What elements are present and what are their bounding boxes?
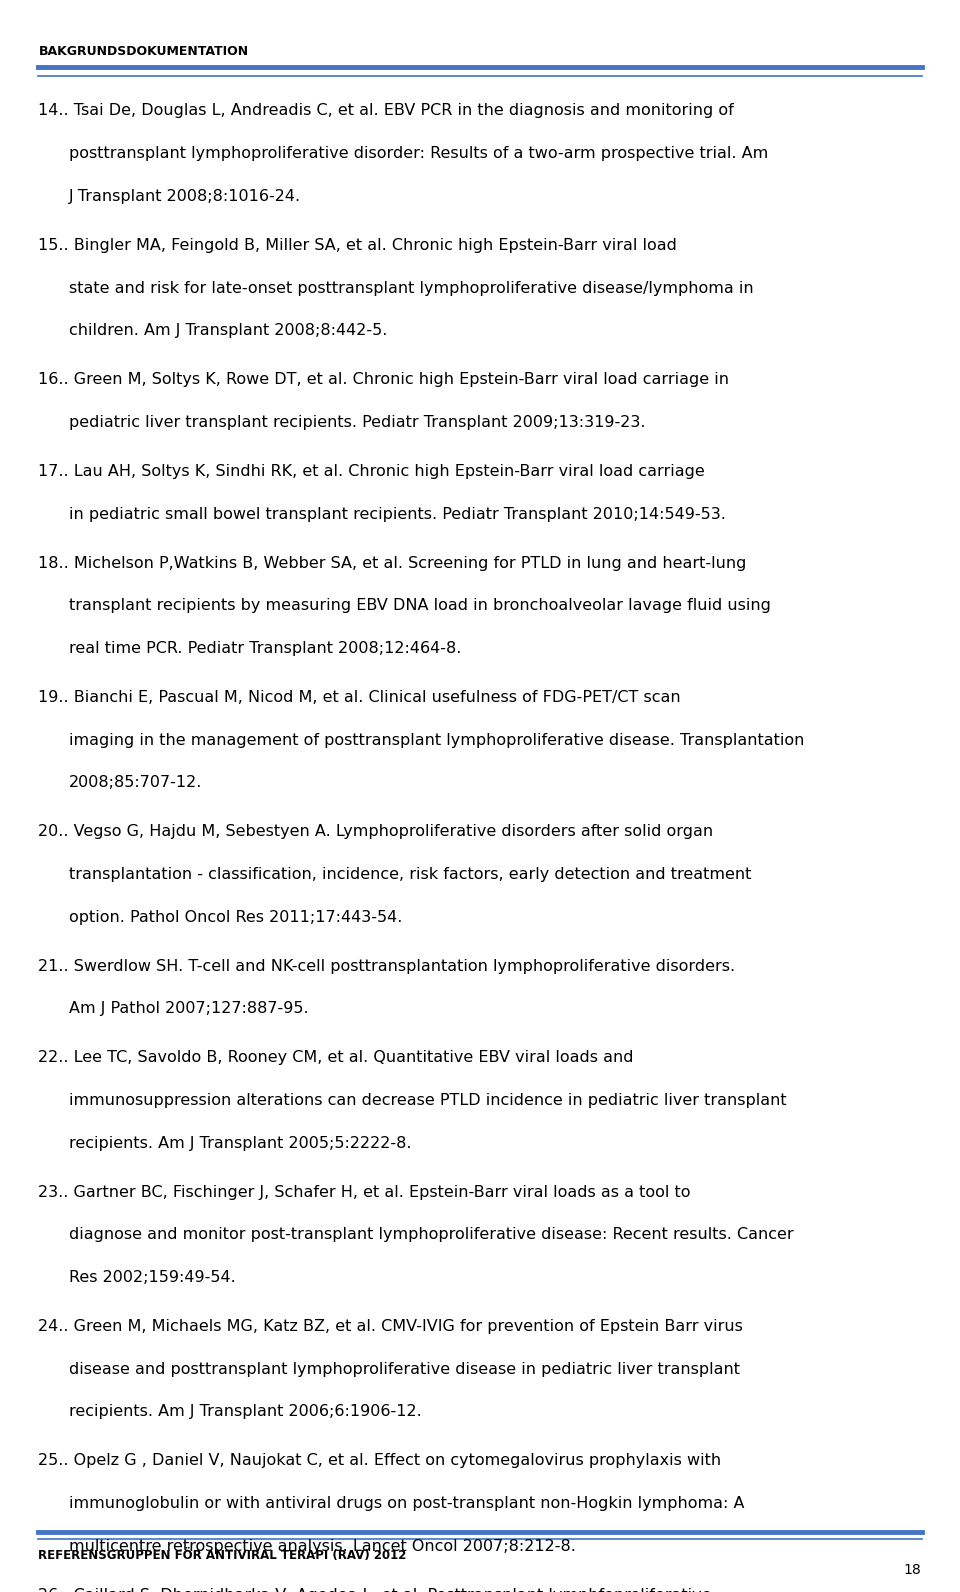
Text: diagnose and monitor post-transplant lymphoproliferative disease: Recent results: diagnose and monitor post-transplant lym… bbox=[69, 1227, 794, 1242]
Text: 23.. Gartner BC, Fischinger J, Schafer H, et al. Epstein-Barr viral loads as a t: 23.. Gartner BC, Fischinger J, Schafer H… bbox=[38, 1184, 691, 1200]
Text: 21.. Swerdlow SH. T-cell and NK-cell posttransplantation lymphoproliferative dis: 21.. Swerdlow SH. T-cell and NK-cell pos… bbox=[38, 958, 735, 974]
Text: recipients. Am J Transplant 2006;6:1906-12.: recipients. Am J Transplant 2006;6:1906-… bbox=[69, 1404, 421, 1420]
Text: 18.. Michelson P,Watkins B, Webber SA, et al. Screening for PTLD in lung and hea: 18.. Michelson P,Watkins B, Webber SA, e… bbox=[38, 556, 747, 570]
Text: disease and posttransplant lymphoproliferative disease in pediatric liver transp: disease and posttransplant lymphoprolife… bbox=[69, 1361, 740, 1377]
Text: multicentre retrospective analysis. Lancet Oncol 2007;8:212-8.: multicentre retrospective analysis. Lanc… bbox=[69, 1539, 576, 1554]
Text: transplant recipients by measuring EBV DNA load in bronchoalveolar lavage fluid : transplant recipients by measuring EBV D… bbox=[69, 599, 771, 613]
Text: transplantation - classification, incidence, risk factors, early detection and t: transplantation - classification, incide… bbox=[69, 868, 752, 882]
Text: REFERENSGRUPPEN FÖR ANTIVIRAL TERAPI (RAV) 2012: REFERENSGRUPPEN FÖR ANTIVIRAL TERAPI (RA… bbox=[38, 1549, 407, 1562]
Text: pediatric liver transplant recipients. Pediatr Transplant 2009;13:319-23.: pediatric liver transplant recipients. P… bbox=[69, 416, 646, 430]
Text: posttransplant lymphoproliferative disorder: Results of a two-arm prospective tr: posttransplant lymphoproliferative disor… bbox=[69, 146, 768, 161]
Text: 16.. Green M, Soltys K, Rowe DT, et al. Chronic high Epstein-Barr viral load car: 16.. Green M, Soltys K, Rowe DT, et al. … bbox=[38, 373, 730, 387]
Text: imaging in the management of posttransplant lymphoproliferative disease. Transpl: imaging in the management of posttranspl… bbox=[69, 732, 804, 748]
Text: 24.. Green M, Michaels MG, Katz BZ, et al. CMV-IVIG for prevention of Epstein Ba: 24.. Green M, Michaels MG, Katz BZ, et a… bbox=[38, 1320, 743, 1334]
Text: 18: 18 bbox=[904, 1563, 922, 1578]
Text: 26.. Caillard S, Dhernidharka V, Agodoa L, et al. Posttransplant lymphfoprolifer: 26.. Caillard S, Dhernidharka V, Agodoa … bbox=[38, 1587, 712, 1592]
Text: Am J Pathol 2007;127:887-95.: Am J Pathol 2007;127:887-95. bbox=[69, 1001, 309, 1016]
Text: 2008;85:707-12.: 2008;85:707-12. bbox=[69, 775, 203, 790]
Text: immunoglobulin or with antiviral drugs on post-transplant non-Hogkin lymphoma: A: immunoglobulin or with antiviral drugs o… bbox=[69, 1496, 745, 1511]
Text: immunosuppression alterations can decrease PTLD incidence in pediatric liver tra: immunosuppression alterations can decrea… bbox=[69, 1094, 787, 1108]
Text: Res 2002;159:49-54.: Res 2002;159:49-54. bbox=[69, 1270, 236, 1285]
Text: 17.. Lau AH, Soltys K, Sindhi RK, et al. Chronic high Epstein-Barr viral load ca: 17.. Lau AH, Soltys K, Sindhi RK, et al.… bbox=[38, 463, 706, 479]
Text: in pediatric small bowel transplant recipients. Pediatr Transplant 2010;14:549-5: in pediatric small bowel transplant reci… bbox=[69, 506, 726, 522]
Text: children. Am J Transplant 2008;8:442-5.: children. Am J Transplant 2008;8:442-5. bbox=[69, 323, 388, 338]
Text: BAKGRUNDSDOKUMENTATION: BAKGRUNDSDOKUMENTATION bbox=[38, 45, 249, 57]
Text: 25.. Opelz G , Daniel V, Naujokat C, et al. Effect on cytomegalovirus prophylaxi: 25.. Opelz G , Daniel V, Naujokat C, et … bbox=[38, 1453, 722, 1468]
Text: 15.. Bingler MA, Feingold B, Miller SA, et al. Chronic high Epstein-Barr viral l: 15.. Bingler MA, Feingold B, Miller SA, … bbox=[38, 237, 677, 253]
Text: 19.. Bianchi E, Pascual M, Nicod M, et al. Clinical usefulness of FDG-PET/CT sca: 19.. Bianchi E, Pascual M, Nicod M, et a… bbox=[38, 689, 681, 705]
Text: 14.. Tsai De, Douglas L, Andreadis C, et al. EBV PCR in the diagnosis and monito: 14.. Tsai De, Douglas L, Andreadis C, et… bbox=[38, 103, 734, 118]
Text: 22.. Lee TC, Savoldo B, Rooney CM, et al. Quantitative EBV viral loads and: 22.. Lee TC, Savoldo B, Rooney CM, et al… bbox=[38, 1051, 634, 1065]
Text: recipients. Am J Transplant 2005;5:2222-8.: recipients. Am J Transplant 2005;5:2222-… bbox=[69, 1135, 412, 1151]
Text: state and risk for late-onset posttransplant lymphoproliferative disease/lymphom: state and risk for late-onset posttransp… bbox=[69, 280, 754, 296]
Text: 20.. Vegso G, Hajdu M, Sebestyen A. Lymphoproliferative disorders after solid or: 20.. Vegso G, Hajdu M, Sebestyen A. Lymp… bbox=[38, 825, 713, 839]
Text: J Transplant 2008;8:1016-24.: J Transplant 2008;8:1016-24. bbox=[69, 189, 301, 204]
Text: real time PCR. Pediatr Transplant 2008;12:464-8.: real time PCR. Pediatr Transplant 2008;1… bbox=[69, 642, 462, 656]
Text: option. Pathol Oncol Res 2011;17:443-54.: option. Pathol Oncol Res 2011;17:443-54. bbox=[69, 909, 402, 925]
